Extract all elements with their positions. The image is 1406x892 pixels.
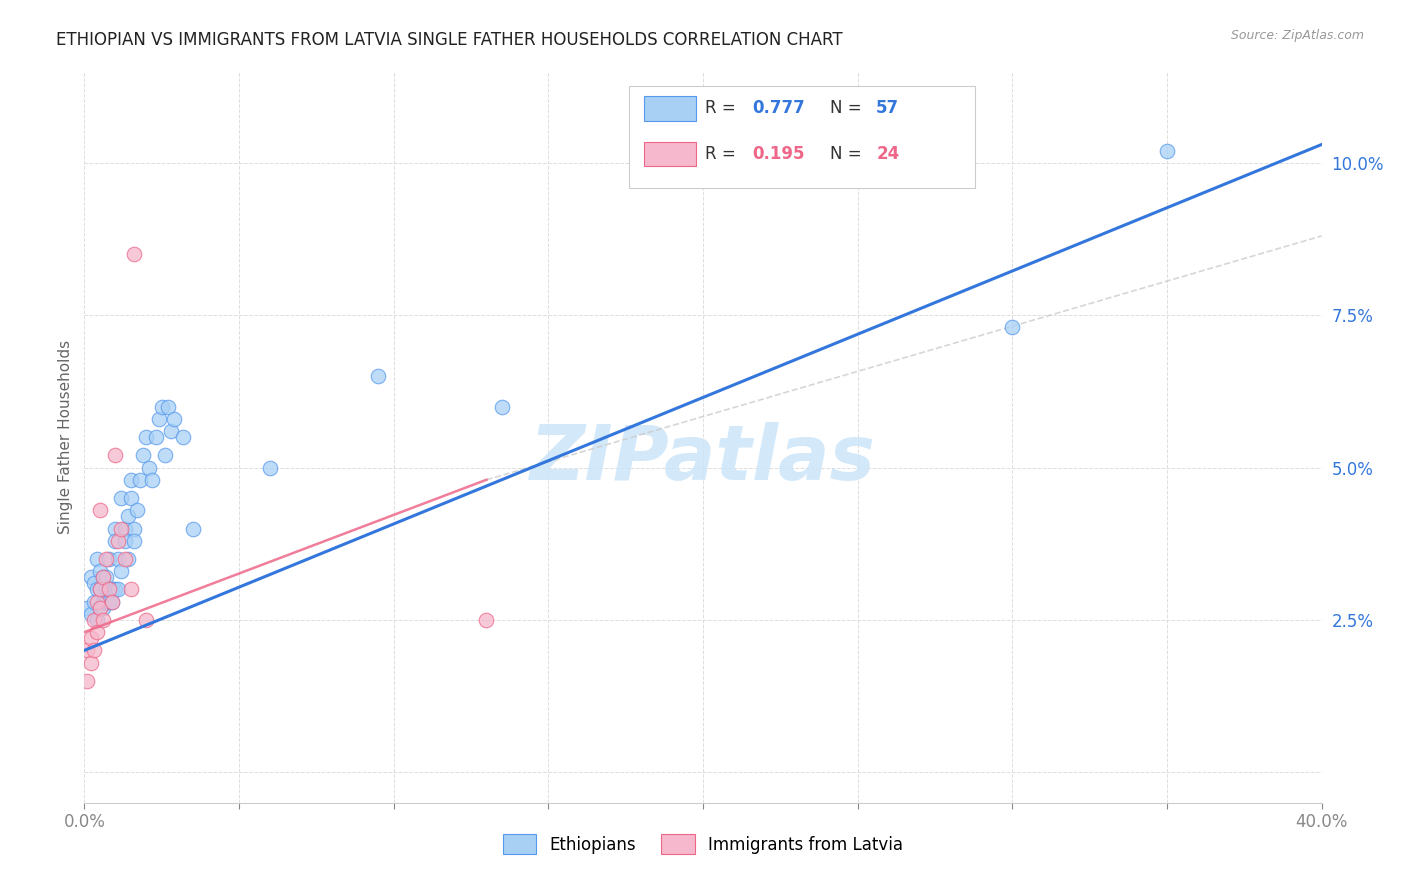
Point [86,594,108,608]
Point [475,613,498,627]
Point [163,412,186,426]
Point [79,656,101,670]
Point [94,594,117,608]
Point [122,247,145,261]
Point [104,533,127,548]
Point [125,503,148,517]
Point [101,594,124,608]
Point [107,582,129,597]
Point [86,552,108,566]
Point [135,613,157,627]
Point [135,430,157,444]
Point [89,582,111,597]
Point [156,400,179,414]
Point [150,400,173,414]
Point [94,570,117,584]
Text: R =: R = [706,145,741,163]
Point [83,643,105,657]
Point [110,521,132,535]
Point [110,564,132,578]
Point [98,594,121,608]
Point [117,552,139,566]
Point [91,600,114,615]
Point [132,449,155,463]
Text: N =: N = [831,99,868,117]
Point [76,600,98,615]
Point [89,564,111,578]
Point [114,552,136,566]
Point [104,449,127,463]
Point [114,533,136,548]
Point [89,582,111,597]
Point [101,594,124,608]
Point [98,582,121,597]
Point [94,552,117,566]
Point [120,491,142,505]
Point [110,491,132,505]
Point [160,424,183,438]
Point [76,673,98,688]
Point [91,570,114,584]
Point [86,613,108,627]
Point [98,552,121,566]
Point [153,449,176,463]
Point [89,503,111,517]
Point [122,521,145,535]
Text: 0.195: 0.195 [752,145,806,163]
Point [148,412,170,426]
Text: 0.777: 0.777 [752,99,806,117]
Point [83,613,105,627]
Point [79,607,101,621]
Legend: Ethiopians, Immigrants from Latvia: Ethiopians, Immigrants from Latvia [496,828,910,860]
Point [141,473,163,487]
FancyBboxPatch shape [628,86,976,188]
Point [259,460,281,475]
Point [91,570,114,584]
Point [101,582,124,597]
Text: Source: ZipAtlas.com: Source: ZipAtlas.com [1230,29,1364,42]
Point [122,533,145,548]
Point [94,582,117,597]
Point [138,460,160,475]
Point [86,582,108,597]
Point [91,613,114,627]
Point [367,369,389,384]
Point [129,473,152,487]
Point [114,521,136,535]
Point [79,632,101,646]
Point [107,533,129,548]
Y-axis label: Single Father Households: Single Father Households [58,340,73,534]
Point [104,521,127,535]
Text: N =: N = [831,145,868,163]
FancyBboxPatch shape [644,142,696,167]
Point [91,594,114,608]
Point [1156,144,1178,158]
Point [76,643,98,657]
Point [145,430,167,444]
Point [172,430,194,444]
Text: ZIPatlas: ZIPatlas [530,422,876,496]
Point [89,600,111,615]
Point [79,570,101,584]
Point [181,521,204,535]
Point [117,509,139,524]
Text: 57: 57 [876,99,900,117]
Point [89,600,111,615]
Text: 24: 24 [876,145,900,163]
Point [107,552,129,566]
Point [83,576,105,591]
Text: R =: R = [706,99,741,117]
Point [86,625,108,640]
Point [1001,320,1024,334]
Text: ETHIOPIAN VS IMMIGRANTS FROM LATVIA SINGLE FATHER HOUSEHOLDS CORRELATION CHART: ETHIOPIAN VS IMMIGRANTS FROM LATVIA SING… [56,31,842,49]
Point [98,582,121,597]
Point [120,582,142,597]
FancyBboxPatch shape [644,96,696,121]
Point [491,400,513,414]
Point [120,473,142,487]
Point [83,594,105,608]
Point [104,582,127,597]
